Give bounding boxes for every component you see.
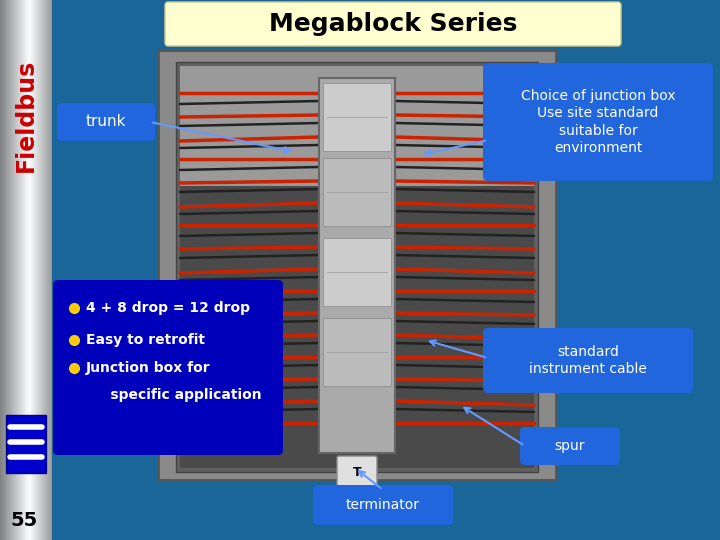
Text: Choice of junction box
Use site standard
suitable for
environment: Choice of junction box Use site standard…: [521, 89, 675, 155]
FancyBboxPatch shape: [313, 485, 453, 525]
Text: Fieldbus: Fieldbus: [14, 58, 38, 172]
Text: Easy to retrofit: Easy to retrofit: [86, 333, 205, 347]
FancyBboxPatch shape: [323, 238, 391, 306]
FancyBboxPatch shape: [53, 280, 283, 455]
FancyBboxPatch shape: [319, 78, 395, 453]
FancyBboxPatch shape: [180, 66, 534, 186]
Text: 4 + 8 drop = 12 drop: 4 + 8 drop = 12 drop: [86, 301, 250, 315]
FancyBboxPatch shape: [483, 63, 713, 181]
FancyBboxPatch shape: [337, 456, 377, 488]
FancyBboxPatch shape: [158, 50, 556, 480]
FancyBboxPatch shape: [165, 2, 621, 46]
Text: standard
instrument cable: standard instrument cable: [529, 345, 647, 376]
Text: 55: 55: [10, 510, 37, 530]
FancyBboxPatch shape: [180, 66, 534, 468]
FancyBboxPatch shape: [6, 415, 46, 473]
Text: specific application: specific application: [86, 388, 261, 402]
FancyBboxPatch shape: [57, 103, 155, 141]
Text: trunk: trunk: [86, 114, 126, 130]
FancyBboxPatch shape: [323, 158, 391, 226]
FancyBboxPatch shape: [520, 427, 620, 465]
Text: Megablock Series: Megablock Series: [269, 12, 517, 36]
FancyBboxPatch shape: [176, 62, 538, 472]
FancyBboxPatch shape: [323, 318, 391, 386]
Text: spur: spur: [554, 439, 585, 453]
FancyBboxPatch shape: [483, 328, 693, 393]
FancyBboxPatch shape: [323, 83, 391, 151]
Text: Junction box for: Junction box for: [86, 361, 211, 375]
Text: T: T: [353, 465, 361, 478]
Text: terminator: terminator: [346, 498, 420, 512]
